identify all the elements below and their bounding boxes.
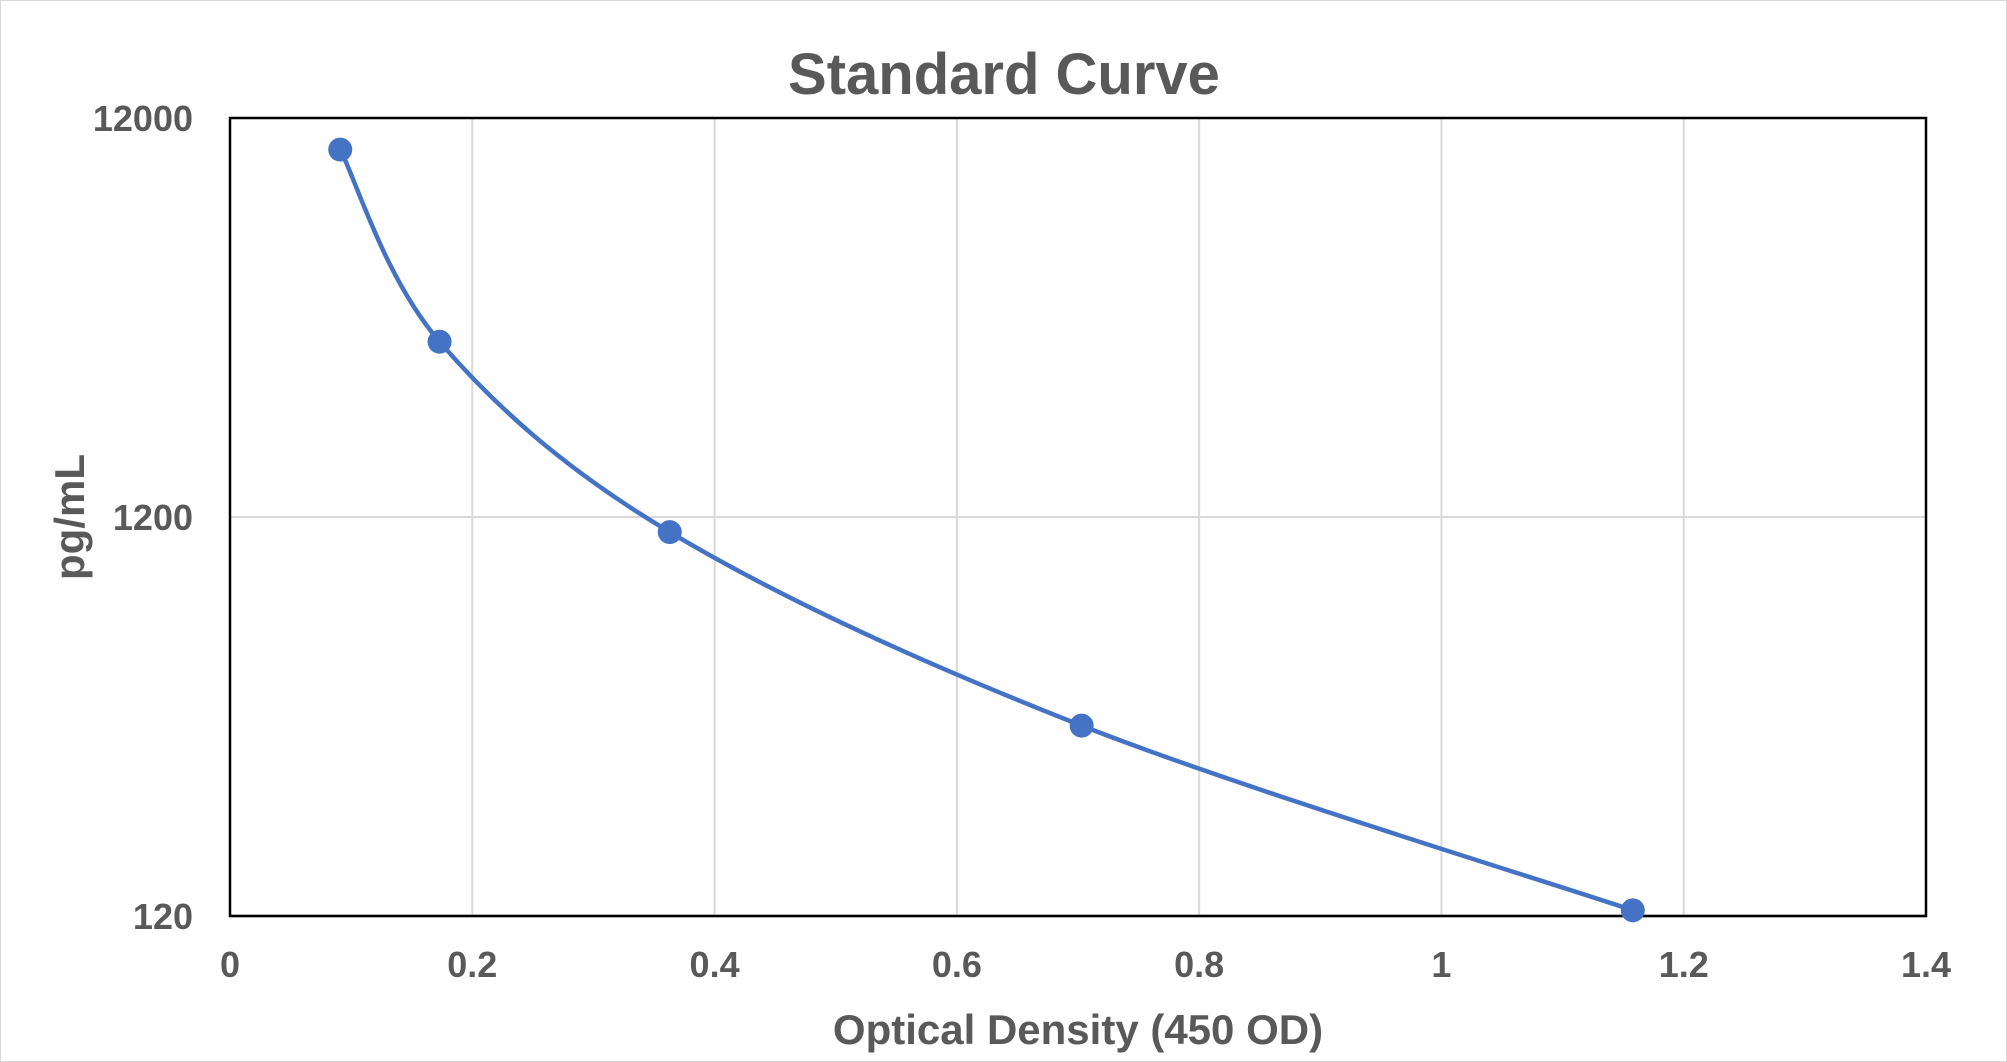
y-tick-label: 12000 xyxy=(93,98,193,139)
gridlines xyxy=(230,118,1926,916)
x-tick-label: 0.6 xyxy=(932,944,982,985)
data-point xyxy=(1620,898,1645,923)
x-tick-label: 0.4 xyxy=(690,944,740,985)
x-tick-label: 0 xyxy=(220,944,240,985)
data-point xyxy=(657,520,682,545)
y-tick-label: 120 xyxy=(133,896,193,937)
y-axis-ticks: 120 1200 12000 xyxy=(93,98,193,937)
data-point xyxy=(427,329,452,354)
data-point xyxy=(1069,713,1094,738)
x-axis-title: Optical Density (450 OD) xyxy=(833,1006,1323,1053)
y-axis-title: pg/mL xyxy=(46,454,93,580)
data-point xyxy=(328,137,353,162)
x-tick-label: 0.2 xyxy=(447,944,497,985)
plot-area xyxy=(228,116,1928,918)
chart-title: Standard Curve xyxy=(788,42,1220,107)
x-tick-label: 1.2 xyxy=(1659,944,1709,985)
x-tick-label: 1 xyxy=(1431,944,1451,985)
x-axis-ticks: 0 0.2 0.4 0.6 0.8 1 1.2 1.4 xyxy=(220,944,1951,985)
x-tick-label: 0.8 xyxy=(1174,944,1224,985)
series-line xyxy=(337,147,1636,913)
x-tick-label: 1.4 xyxy=(1901,944,1951,985)
y-tick-label: 1200 xyxy=(113,497,193,538)
series-group xyxy=(328,137,1645,923)
